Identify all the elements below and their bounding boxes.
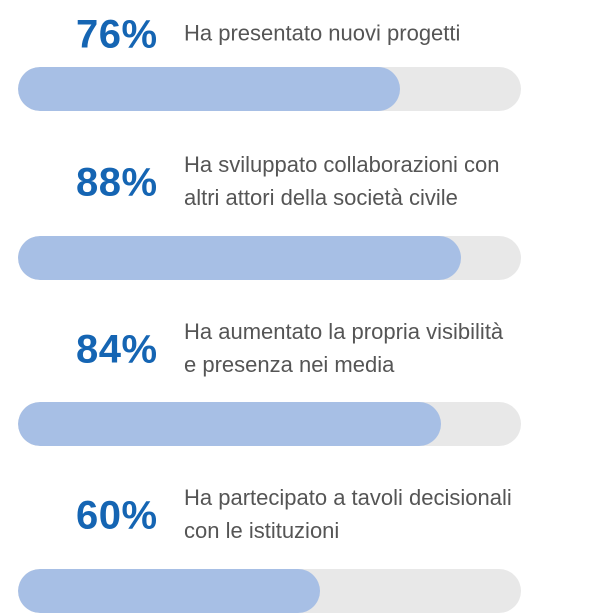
value-label: 76% [76,12,158,57]
bar [18,569,320,613]
category-label: Ha presentato nuovi progetti [184,20,461,46]
category-label: Ha sviluppato collaborazioni con altri a… [184,152,500,210]
value-label: 84% [76,327,158,372]
value-label: 88% [76,160,158,205]
category-label: Ha partecipato a tavoli decisionali con … [184,485,512,543]
value-label: 60% [76,493,158,538]
bar-track [18,569,521,613]
bar-track [18,402,521,446]
bar-track [18,67,521,111]
bar-track [18,236,521,280]
bar [18,236,461,280]
bar [18,402,441,446]
bar [18,67,401,111]
category-label: Ha aumentato la propria visibilità e pre… [184,319,504,377]
